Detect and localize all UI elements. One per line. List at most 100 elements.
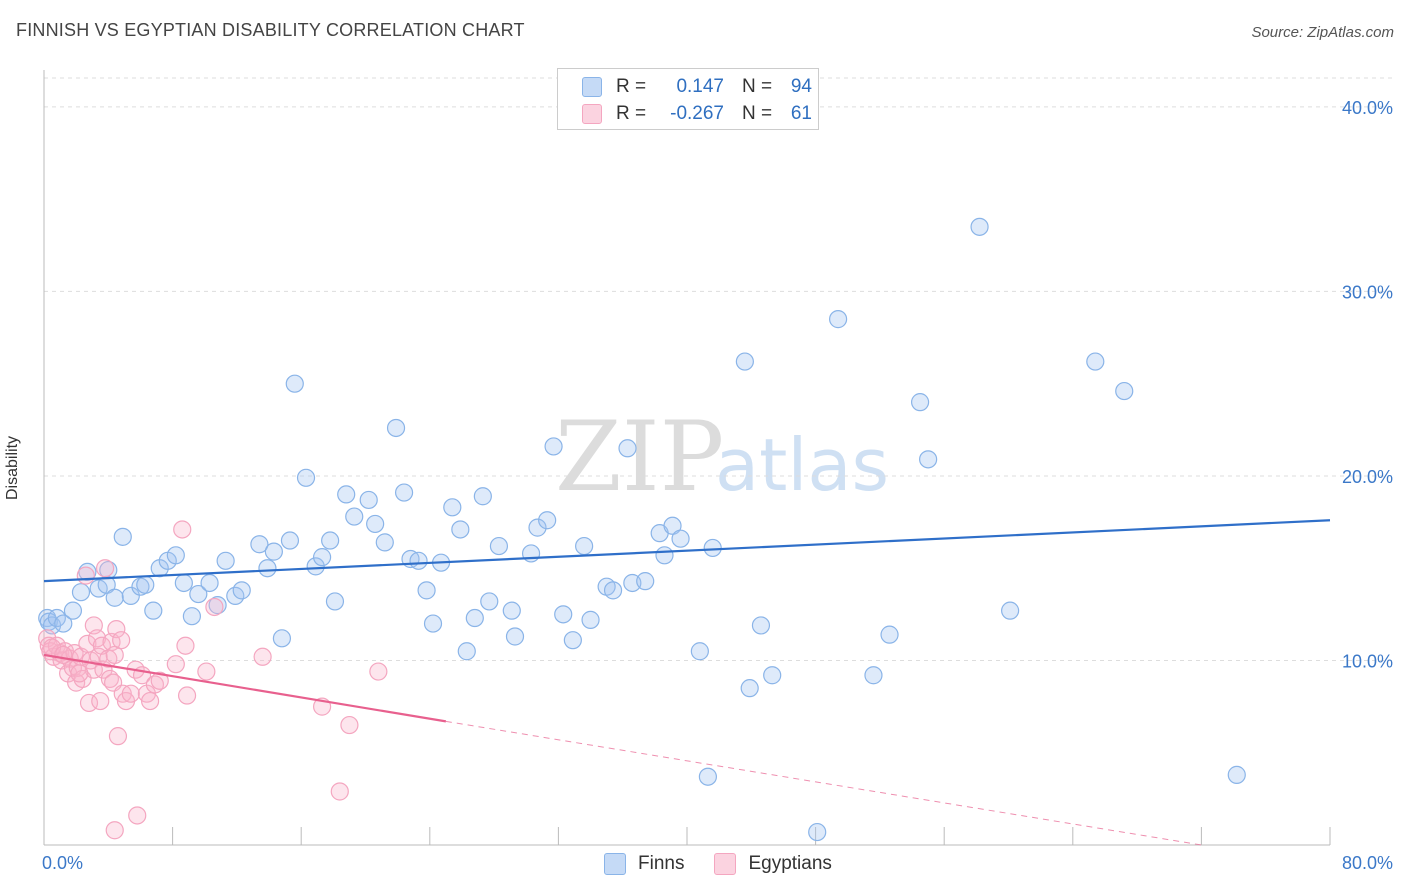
data-point [1086,352,1105,371]
data-point [489,536,509,556]
data-point [312,548,332,567]
data-point [698,767,717,786]
data-point [480,592,499,611]
data-point [451,520,470,539]
data-point [538,511,557,530]
data-point [91,691,110,711]
data-point [79,693,99,713]
data-point [174,573,193,593]
data-point [113,527,132,546]
data-point [910,393,930,412]
data-point [128,806,147,825]
data-point [108,727,128,746]
data-point [457,642,476,661]
r-value: -0.267 [670,103,724,124]
finns-legend-swatch [604,853,626,875]
r-value: 0.147 [676,76,724,97]
legend-label-egyptians: Egyptians [748,853,832,874]
data-point [735,352,754,371]
finns-swatch [582,77,602,97]
data-point [166,546,185,565]
data-point [575,536,594,556]
data-point [54,614,73,633]
data-point [603,581,623,600]
trend-line-egyptians [43,653,447,723]
legend-item-finns[interactable]: Finns [604,853,684,875]
egyptians-legend-swatch [714,853,737,875]
data-point [200,573,219,593]
data-point [423,614,443,633]
data-point [409,551,428,570]
data-point [386,418,406,438]
data-point [671,529,690,548]
data-point [502,601,521,620]
data-point [1115,381,1134,401]
data-point [763,666,782,685]
data-point [636,572,655,591]
data-point [121,684,140,703]
data-point [208,596,227,615]
data-point [375,533,394,552]
legend-label-finns: Finns [638,853,685,874]
data-point [306,557,325,576]
data-point [76,566,95,585]
data-point [121,586,140,605]
data-point [1227,765,1246,784]
n-label: N = [742,76,773,97]
data-point [581,610,600,629]
data-point [136,575,155,594]
data-point [258,559,277,578]
data-point [177,686,197,705]
data-point [340,715,359,735]
series-finns [38,217,1246,842]
data-point [345,507,364,526]
data-point [417,581,436,600]
y-tick-label: 10.0% [1342,651,1393,671]
data-point [232,581,251,600]
data-point [272,629,292,648]
legend-item-egyptians[interactable]: Egyptians [714,853,832,875]
y-tick-label: 40.0% [1342,98,1393,118]
data-point [216,551,235,570]
data-point [330,782,349,801]
data-point [70,664,89,683]
data-point [150,671,169,690]
data-point [563,631,582,650]
data-point [189,584,208,604]
data-point [253,647,272,666]
series-egyptians [38,520,388,840]
source-label: Source: ZipAtlas.com [1251,24,1394,41]
data-point [176,636,195,655]
data-point [197,662,216,681]
data-point [321,531,340,550]
data-point [285,374,304,393]
data-point [618,439,637,458]
data-point [751,616,771,635]
data-point [140,691,160,711]
n-value: 61 [790,103,812,124]
x-tick-label: 0.0% [42,853,83,873]
watermark-zip: ZIP [555,401,724,513]
data-point [473,487,492,506]
data-point [655,546,674,565]
data-point [280,531,300,550]
data-point [919,450,938,469]
data-point [864,666,883,685]
data-point [829,310,848,329]
trend-line-finns [43,519,1331,583]
data-point [105,821,124,840]
x-tick-label: 80.0% [1342,853,1393,873]
data-point [63,601,83,620]
stats-row-finns: R = 0.147 N = 94 [582,74,812,100]
data-point [970,217,989,236]
data-point [264,542,283,561]
r-label: R = [616,103,647,124]
data-point [740,679,759,698]
data-point [95,559,115,578]
data-point [250,535,269,554]
data-point [359,490,378,510]
data-point [337,485,356,504]
data-point [808,822,827,842]
egyptians-swatch [582,104,602,124]
y-tick-label: 30.0% [1342,282,1393,302]
